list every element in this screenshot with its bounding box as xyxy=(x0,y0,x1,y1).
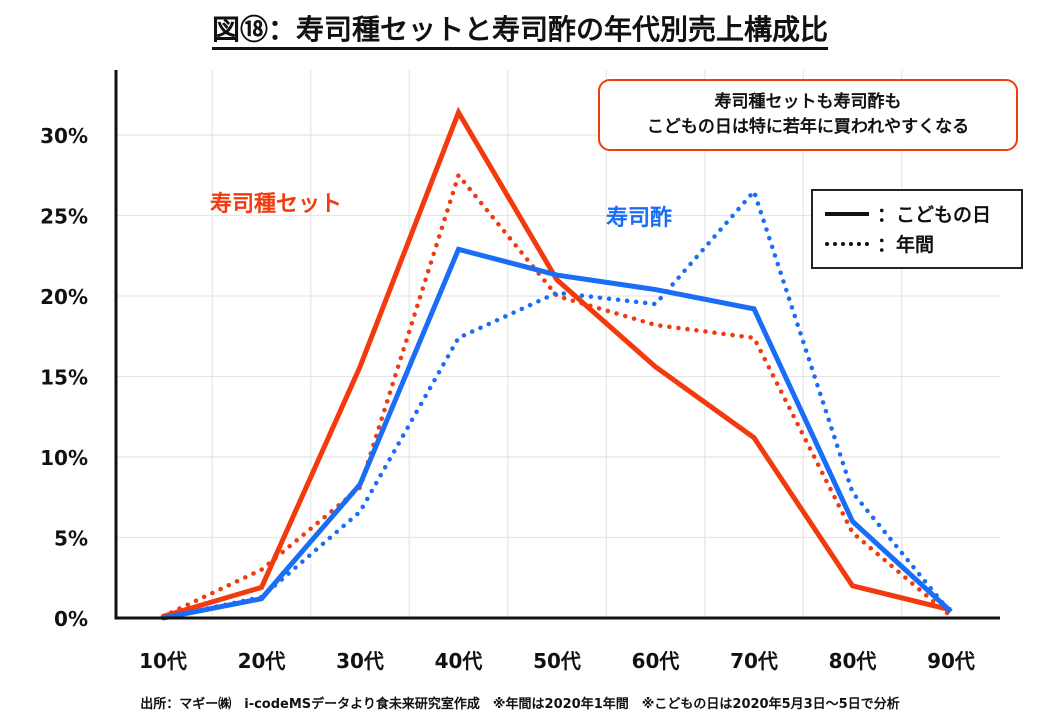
y-tick-label: 25% xyxy=(40,205,88,229)
chart-title-text: 図⑱：寿司種セットと寿司酢の年代別売上構成比 xyxy=(211,13,828,50)
source-footnote: 出所：マギー㈱ i-codeMSデータより食未来研究室作成 ※年間は2020年1… xyxy=(140,697,900,712)
x-tick-label: 50代 xyxy=(533,649,581,673)
x-tick-label: 70代 xyxy=(730,649,778,673)
y-tick-label: 10% xyxy=(40,446,88,470)
y-axis-ticks: 0% 5% 10% 15% 20% 25% 30% xyxy=(40,124,88,631)
x-tick-label: 60代 xyxy=(632,649,680,673)
callout-box: 寿司種セットも寿司酢も こどもの日は特に若年に買われやすくなる xyxy=(598,79,1018,151)
y-tick-label: 15% xyxy=(40,366,88,390)
legend-item-solid: ：こどもの日 xyxy=(825,200,991,227)
horizontal-gridlines xyxy=(116,134,1000,539)
x-tick-label: 90代 xyxy=(927,649,975,673)
sushi-vinegar-childrens-day-line xyxy=(162,246,953,621)
series-lines xyxy=(160,106,954,621)
chart-title: 図⑱：寿司種セットと寿司酢の年代別売上構成比 xyxy=(0,8,1040,50)
y-tick-label: 5% xyxy=(54,527,88,551)
legend: ：こどもの日 ：年間 xyxy=(811,189,1023,269)
series-label-sushi-set: 寿司種セット xyxy=(210,192,343,217)
sushi-set-annual-line xyxy=(160,170,954,619)
callout-line-1: 寿司種セットも寿司酢も xyxy=(714,92,902,112)
legend-item-dotted: ：年間 xyxy=(825,230,934,257)
legend-label-solid: ：こどもの日 xyxy=(877,204,992,226)
x-tick-label: 10代 xyxy=(139,649,187,673)
x-tick-label: 40代 xyxy=(435,649,483,673)
x-axis-ticks: 10代 20代 30代 40代 50代 60代 70代 80代 90代 xyxy=(139,649,975,673)
dotted-line-swatch-icon xyxy=(825,241,869,246)
legend-label-dotted: ：年間 xyxy=(877,234,935,256)
callout-line-2: こどもの日は特に若年に買われやすくなる xyxy=(646,117,970,137)
series-label-sushi-vinegar: 寿司酢 xyxy=(606,206,673,231)
y-tick-label: 20% xyxy=(40,285,88,309)
solid-line-swatch-icon xyxy=(825,211,869,216)
sushi-set-childrens-day-line xyxy=(162,106,952,619)
vertical-gridlines xyxy=(211,70,903,618)
y-tick-label: 30% xyxy=(40,124,88,148)
x-tick-label: 30代 xyxy=(336,649,384,673)
sushi-vinegar-annual-line xyxy=(160,186,954,621)
x-tick-label: 20代 xyxy=(238,649,286,673)
x-tick-label: 80代 xyxy=(829,649,877,673)
y-tick-label: 0% xyxy=(54,607,88,631)
